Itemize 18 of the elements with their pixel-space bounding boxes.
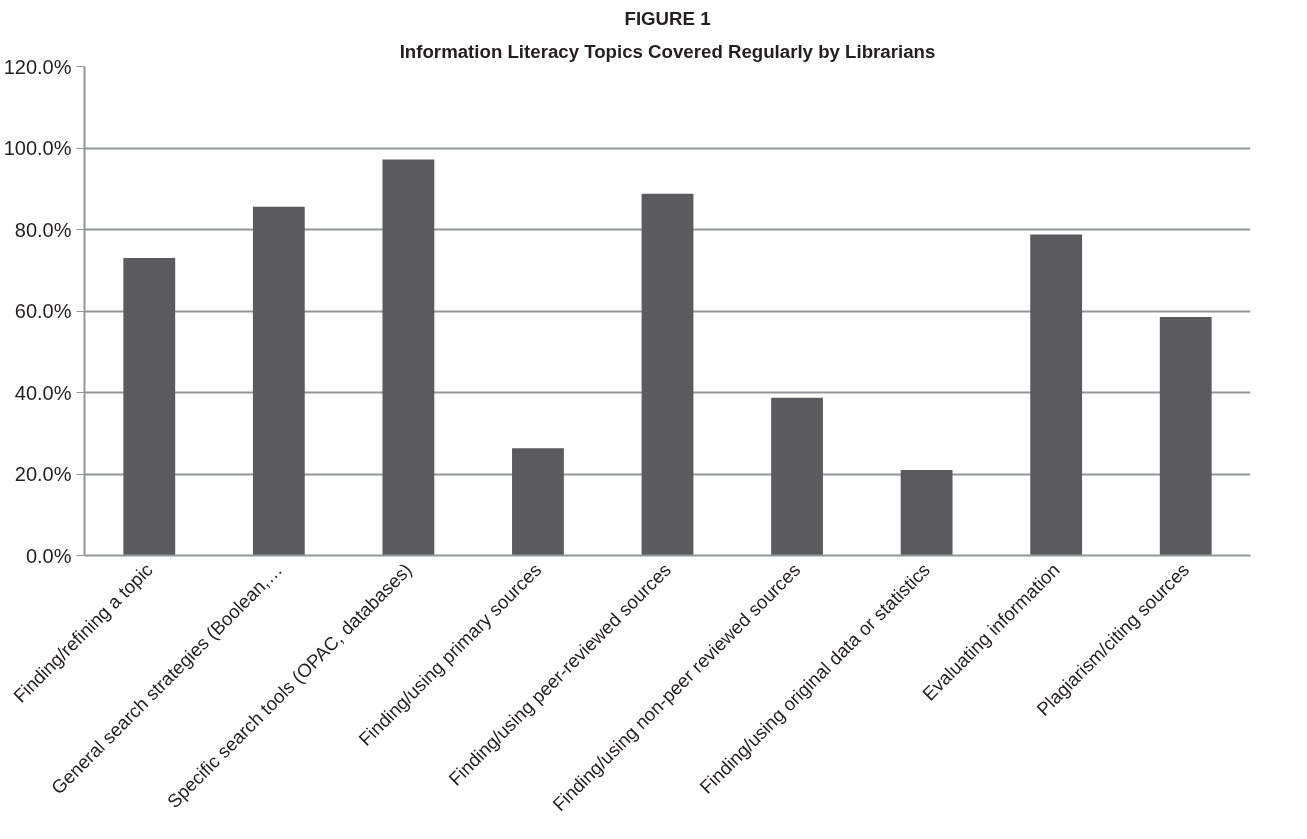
- bar: [382, 159, 435, 556]
- bar: [1159, 317, 1212, 556]
- chart-subtitle: Information Literacy Topics Covered Regularly by Librarians: [399, 40, 936, 62]
- bar: [252, 206, 305, 556]
- y-tick-label: 120.0%: [3, 55, 72, 78]
- y-tick-label: 0.0%: [25, 544, 72, 567]
- y-tick-label: 80.0%: [14, 218, 72, 241]
- y-tick-label: 20.0%: [14, 463, 72, 485]
- bar: [641, 193, 694, 556]
- bar: [512, 448, 564, 556]
- y-tick-label: 100.0%: [3, 137, 72, 159]
- y-tick-label: 40.0%: [14, 381, 72, 404]
- bar: [900, 469, 953, 556]
- bar: [1030, 234, 1083, 556]
- y-tick-label: 60.0%: [14, 300, 72, 322]
- bar: [771, 397, 823, 556]
- bar: [123, 258, 176, 556]
- chart-title: FIGURE 1: [624, 7, 711, 29]
